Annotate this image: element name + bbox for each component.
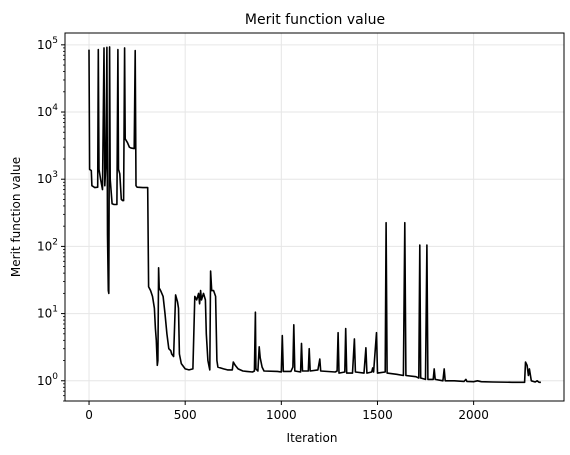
grid — [65, 33, 564, 401]
y-tick-exponent: 3 — [52, 170, 58, 180]
x-tick-label: 2000 — [458, 408, 489, 422]
series-line — [88, 46, 541, 384]
y-tick-exponent: 2 — [52, 237, 58, 247]
y-tick-exponent: 4 — [52, 103, 58, 113]
y-axis-label: Merit function value — [9, 157, 23, 277]
chart-title: Merit function value — [245, 12, 385, 28]
y-tick-label: 100 — [37, 372, 58, 388]
y-tick-label: 103 — [37, 170, 58, 186]
series-line-0 — [88, 46, 541, 384]
y-tick-base: 10 — [37, 239, 52, 253]
y-tick-exponent: 1 — [52, 305, 58, 315]
y-tick-exponent: 0 — [52, 372, 58, 382]
x-tick-label: 500 — [174, 408, 197, 422]
y-tick-base: 10 — [37, 374, 52, 388]
plot-frame — [64, 32, 565, 402]
x-tick-label: 0 — [85, 408, 93, 422]
x-tick-label: 1500 — [362, 408, 393, 422]
x-axis: 0 500 1000 1500 2000 — [85, 401, 489, 422]
x-axis-label: Iteration — [287, 431, 338, 445]
y-tick-base: 10 — [37, 38, 52, 52]
x-tick-label: 1000 — [266, 408, 297, 422]
y-tick-base: 10 — [37, 172, 52, 186]
y-tick-label: 104 — [37, 103, 58, 119]
y-tick-exponent: 5 — [52, 36, 58, 46]
y-tick-label: 101 — [37, 305, 58, 321]
y-tick-label: 105 — [37, 36, 58, 52]
y-tick-label: 102 — [37, 237, 58, 253]
y-tick-base: 10 — [37, 307, 52, 321]
y-tick-base: 10 — [37, 105, 52, 119]
